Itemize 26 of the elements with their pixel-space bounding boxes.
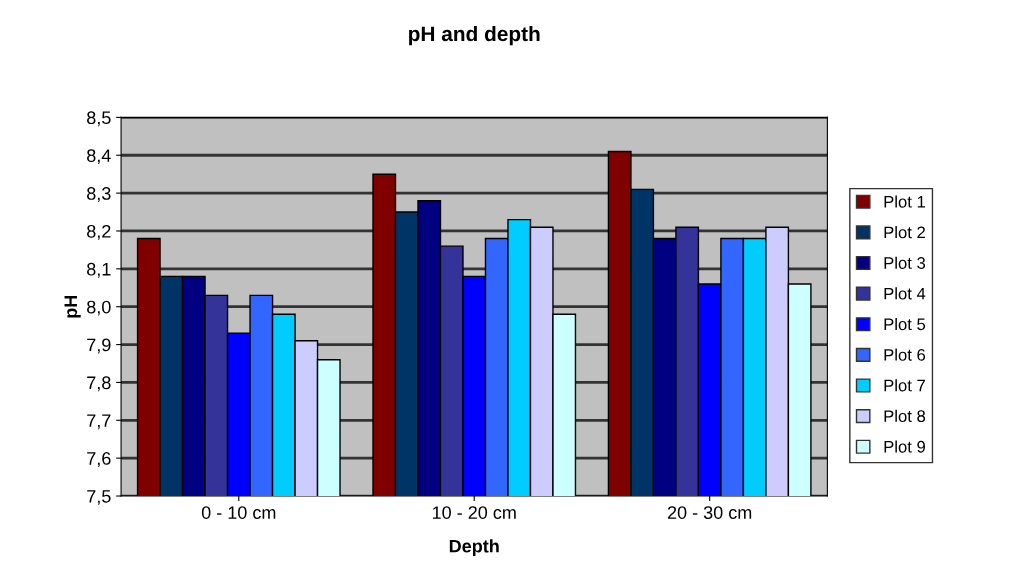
legend-label: Plot 4 xyxy=(884,287,926,300)
y-tick-label: 7,7 xyxy=(87,414,111,430)
y-tick-label: 8,3 xyxy=(87,187,111,202)
y-tick-label: 7,6 xyxy=(87,452,111,468)
x-tick-label: 10 - 20 cm xyxy=(432,506,516,519)
legend-label: Plot 7 xyxy=(884,379,925,392)
y-tick-label: 8,5 xyxy=(87,111,111,127)
x-tick-label: 20 - 30 cm xyxy=(667,506,752,519)
legend-label: Plot 6 xyxy=(884,348,926,361)
legend-label: Plot 9 xyxy=(884,440,925,453)
y-tick-label: 7,5 xyxy=(87,490,111,505)
legend-label: Plot 3 xyxy=(884,256,926,269)
y-tick-label: 8,4 xyxy=(87,149,111,165)
legend-label: Plot 8 xyxy=(884,409,926,423)
y-tick-label: 7,8 xyxy=(87,376,111,392)
chart-title: pH and depth xyxy=(409,25,540,46)
legend-label: Plot 1 xyxy=(884,195,925,208)
y-tick-label: 8,0 xyxy=(87,300,111,316)
x-axis-title: Depth xyxy=(449,539,499,557)
legend-label: Plot 5 xyxy=(884,317,926,331)
y-axis-title: pH xyxy=(64,295,81,318)
legend-label: Plot 2 xyxy=(884,226,925,239)
y-tick-label: 8,1 xyxy=(87,262,111,278)
x-tick-label: 0 - 10 cm xyxy=(201,506,276,519)
y-tick-label: 8,2 xyxy=(87,224,111,240)
y-tick-label: 7,9 xyxy=(87,338,111,354)
